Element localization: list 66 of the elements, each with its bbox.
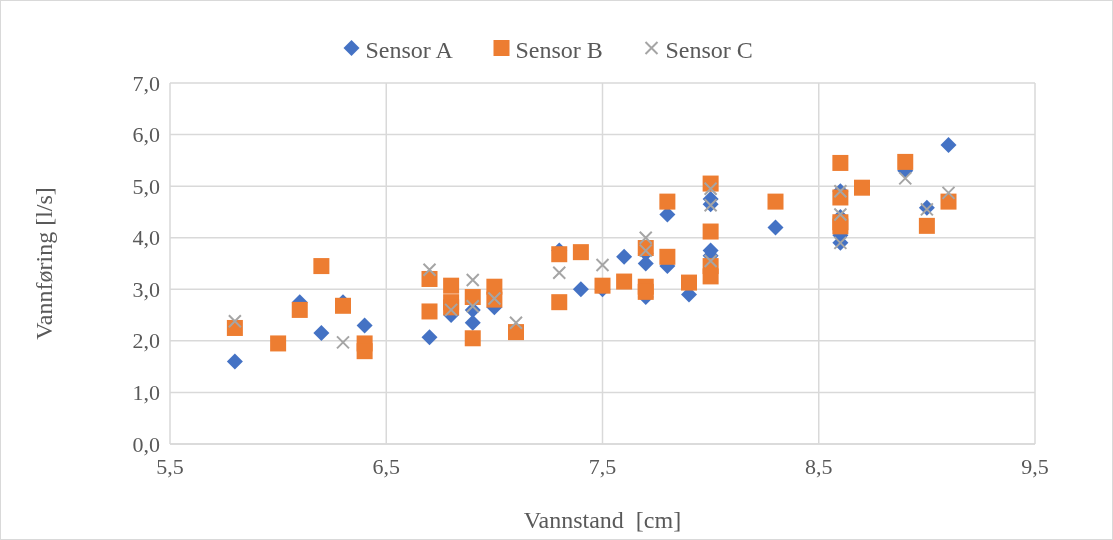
legend-label: Sensor C xyxy=(665,37,753,63)
y-tick-label: 5,0 xyxy=(132,173,160,199)
point xyxy=(421,303,438,320)
point xyxy=(572,244,589,261)
point xyxy=(464,330,481,347)
x-tick-label: 6,5 xyxy=(372,454,400,479)
point xyxy=(551,246,568,263)
point xyxy=(702,223,719,240)
point xyxy=(336,335,350,350)
point xyxy=(898,171,913,186)
x-axis-title: Vannstand [cm] xyxy=(523,507,682,533)
point xyxy=(940,136,957,153)
point xyxy=(572,281,589,298)
point xyxy=(465,299,480,314)
legend-label: Sensor B xyxy=(515,37,603,63)
point xyxy=(313,325,330,342)
y-tick-label: 6,0 xyxy=(132,122,160,148)
point xyxy=(659,248,676,265)
point xyxy=(918,217,935,234)
point xyxy=(767,219,784,236)
point xyxy=(681,274,697,291)
point xyxy=(313,258,330,275)
y-axis-title: Vannføring [l/s] xyxy=(31,187,57,340)
point xyxy=(833,207,848,222)
y-tick-label: 1,0 xyxy=(132,379,160,405)
y-tick-label: 2,0 xyxy=(132,328,160,354)
point xyxy=(422,262,437,277)
point xyxy=(552,265,567,280)
point xyxy=(854,179,870,196)
point xyxy=(227,314,242,329)
x-tick-label: 8,5 xyxy=(805,454,833,479)
point xyxy=(832,218,849,235)
point xyxy=(594,277,611,294)
point xyxy=(616,273,633,290)
point xyxy=(421,329,438,346)
x-tick-label: 7,5 xyxy=(588,454,617,479)
x-tick-label: 5,5 xyxy=(156,454,184,479)
point xyxy=(897,153,914,170)
point xyxy=(616,248,633,265)
point xyxy=(464,314,481,331)
point xyxy=(465,273,480,287)
point xyxy=(509,315,523,330)
point xyxy=(291,301,308,318)
point xyxy=(637,283,654,300)
y-tick-label: 0,0 xyxy=(132,431,160,457)
x-tick-label: 9,5 xyxy=(1021,454,1049,479)
point xyxy=(551,294,568,311)
point xyxy=(356,317,373,334)
point xyxy=(703,181,718,196)
point xyxy=(595,258,610,273)
point xyxy=(703,253,718,268)
legend-label: Sensor A xyxy=(365,37,454,63)
point xyxy=(356,343,373,360)
point xyxy=(941,185,956,200)
point xyxy=(443,277,460,294)
y-tick-label: 3,0 xyxy=(132,276,160,302)
point xyxy=(638,230,653,245)
point xyxy=(659,193,676,210)
point xyxy=(226,353,243,370)
point xyxy=(270,335,287,352)
point xyxy=(767,193,784,210)
point xyxy=(702,268,719,285)
point xyxy=(464,289,481,306)
y-tick-label: 7,0 xyxy=(132,70,160,96)
y-tick-label: 4,0 xyxy=(132,225,160,251)
point xyxy=(832,154,849,171)
